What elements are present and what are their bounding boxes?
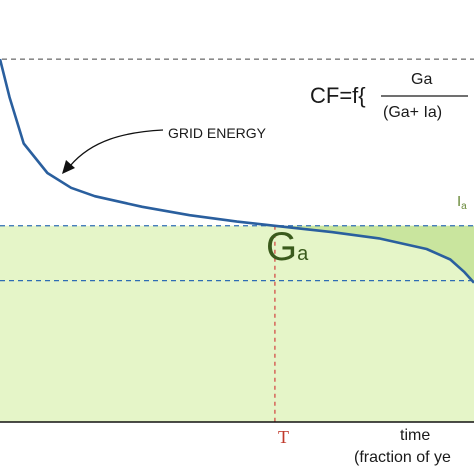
- x-axis-label-line1: time: [400, 427, 430, 444]
- ia-label: Ia: [457, 193, 467, 212]
- grid-energy-arrow: [69, 129, 164, 167]
- t-marker-label: T: [278, 427, 289, 447]
- formula-numerator: Ga: [411, 71, 432, 88]
- grid-energy-label: GRID ENERGY: [168, 125, 267, 141]
- x-axis-label-line2: (fraction of ye: [354, 449, 451, 466]
- ga-fill-area: [0, 225, 474, 422]
- formula-denominator: (Ga+ Ia): [383, 104, 442, 121]
- ia-fill-area: [274, 225, 474, 283]
- grid-energy-arrowhead: [62, 160, 75, 174]
- ga-big-label: Ga: [266, 225, 309, 269]
- formula-prefix: CF=f{: [310, 83, 366, 108]
- series-line-load-duration: [0, 58, 474, 284]
